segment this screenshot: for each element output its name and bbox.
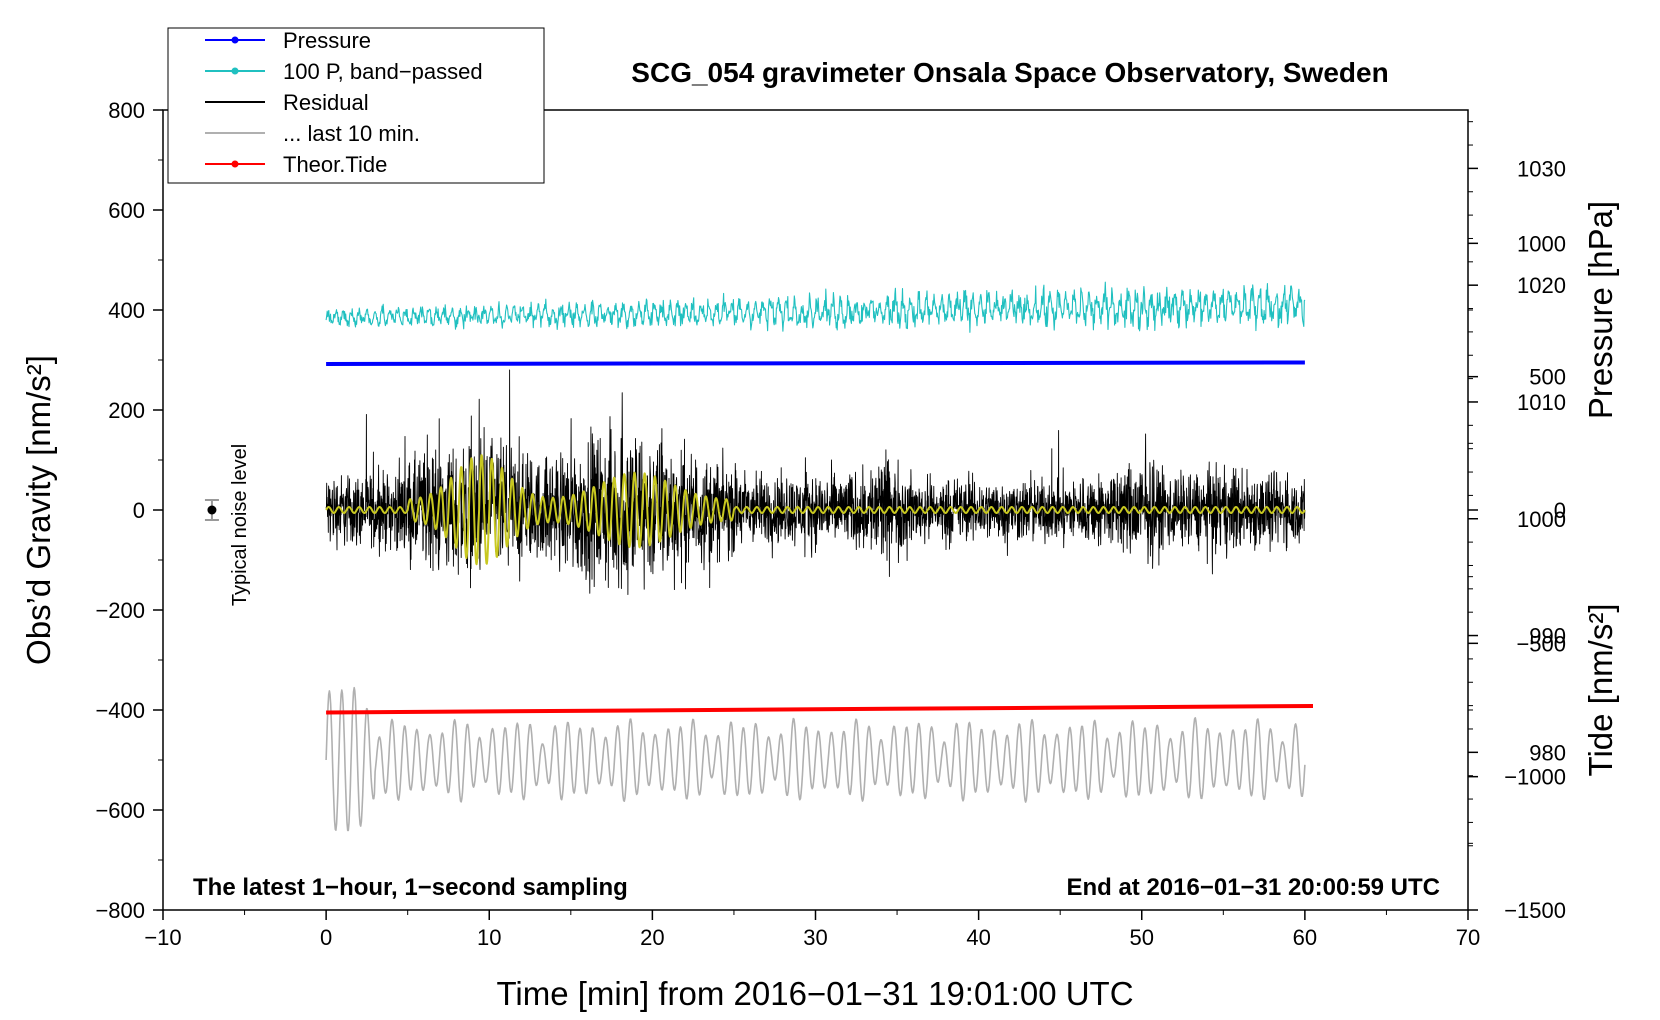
pressure-tick-label: 1030 (1517, 156, 1566, 181)
x-tick-label: 30 (803, 925, 827, 950)
y-axis-left: −800 −600 −400 −200 0 200 400 600 800 (95, 98, 163, 923)
y-axis-tide-title: Tide [nm/s²] (1582, 604, 1619, 777)
tide-tick-label: −500 (1516, 631, 1566, 656)
tide-tick-label: 0 (1554, 498, 1566, 523)
y-axis-left-title: Obs’d Gravity [nm/s²] (20, 355, 57, 665)
y-tick-label: 600 (108, 198, 145, 223)
legend-marker (231, 160, 239, 168)
series-pressure-bandpassed (325, 281, 1306, 333)
legend-box (167, 27, 545, 184)
y-tick-label: 800 (108, 98, 145, 123)
y-tick-label: 200 (108, 398, 145, 423)
pressure-tick-label: 1020 (1517, 273, 1566, 298)
tide-tick-label: 500 (1529, 365, 1566, 390)
y-axis-pressure-title: Pressure [hPa] (1582, 201, 1619, 419)
x-tick-label: 0 (320, 925, 332, 950)
x-tick-label: 60 (1293, 925, 1317, 950)
x-tick-label: 20 (640, 925, 664, 950)
series-last-10-min (325, 686, 1306, 832)
x-axis: −10 0 10 20 30 40 50 60 70 (144, 910, 1480, 950)
tide-tick-label: −1000 (1504, 765, 1566, 790)
y-tick-label: −600 (95, 798, 145, 823)
pressure-tick-label: 1010 (1517, 390, 1566, 415)
x-tick-label: 10 (477, 925, 501, 950)
y-tick-label: 400 (108, 298, 145, 323)
x-tick-label: 40 (966, 925, 990, 950)
x-tick-label: 70 (1456, 925, 1480, 950)
chart-title: SCG_054 gravimeter Onsala Space Observat… (631, 57, 1388, 88)
y-axis-tide: −1500 −1000 −500 0 500 1000 (1468, 231, 1566, 923)
series-residual-lowpass (325, 454, 1306, 566)
pressure-tick-label: 990 (1529, 624, 1566, 649)
legend-label: Theor.Tide (283, 152, 387, 177)
series-theor-tide (326, 704, 1314, 715)
x-axis-title: Time [min] from 2016−01−31 19:01:00 UTC (496, 975, 1133, 1012)
series-pressure (326, 360, 1305, 366)
y-tick-label: −400 (95, 698, 145, 723)
legend-marker (231, 36, 239, 44)
x-tick-label: 50 (1130, 925, 1154, 950)
legend-label: ... last 10 min. (283, 121, 420, 146)
legend: Pressure 100 P, band−passed Residual ... la… (167, 27, 545, 184)
legend-label: 100 P, band−passed (283, 59, 483, 84)
y-tick-label: 0 (133, 498, 145, 523)
noise-indicator: Typical noise level (204, 444, 251, 606)
y-axis-pressure: 980 990 1000 1010 1020 1030 (1468, 121, 1566, 847)
bottom-left-note: The latest 1−hour, 1−second sampling (193, 874, 628, 901)
noise-marker (207, 505, 217, 515)
tide-tick-label: −1500 (1504, 898, 1566, 923)
bottom-right-note: End at 2016−01−31 20:00:59 UTC (1066, 874, 1440, 901)
noise-label: Typical noise level (229, 444, 251, 606)
x-tick-label: −10 (144, 925, 181, 950)
legend-label: Residual (283, 90, 369, 115)
y-tick-label: −800 (95, 898, 145, 923)
pressure-tick-label: 1000 (1517, 507, 1566, 532)
legend-marker (231, 67, 239, 75)
y-tick-label: −200 (95, 598, 145, 623)
pressure-tick-label: 980 (1529, 740, 1566, 765)
legend-label: Pressure (283, 28, 371, 53)
tide-tick-label: 1000 (1517, 231, 1566, 256)
series-layer (325, 281, 1314, 832)
